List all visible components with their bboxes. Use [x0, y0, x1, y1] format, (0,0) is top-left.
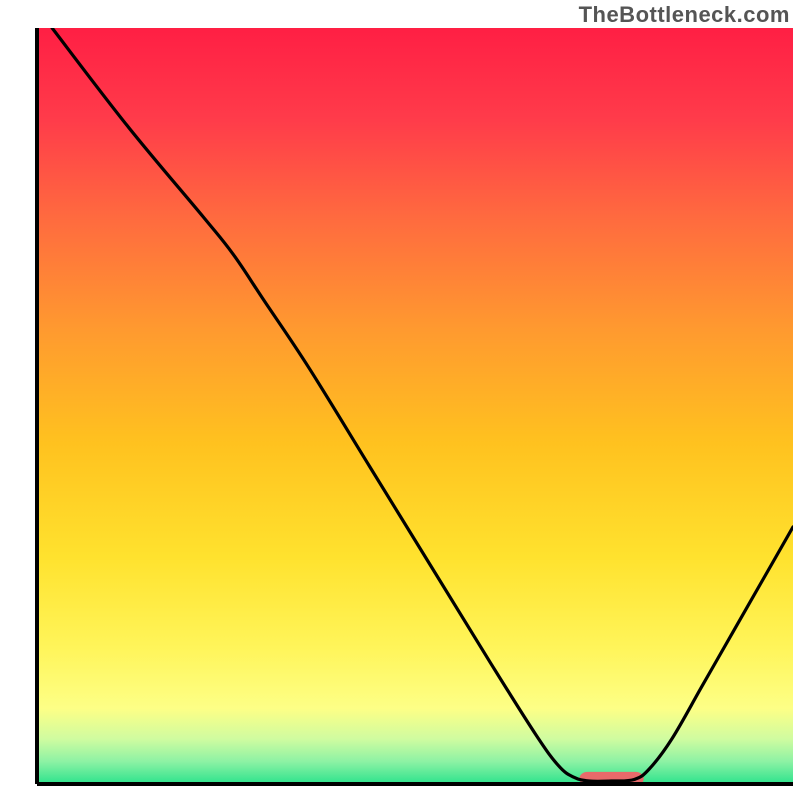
watermark-text: TheBottleneck.com	[579, 2, 790, 28]
chart-background-gradient	[37, 28, 793, 784]
bottleneck-chart	[0, 0, 800, 800]
